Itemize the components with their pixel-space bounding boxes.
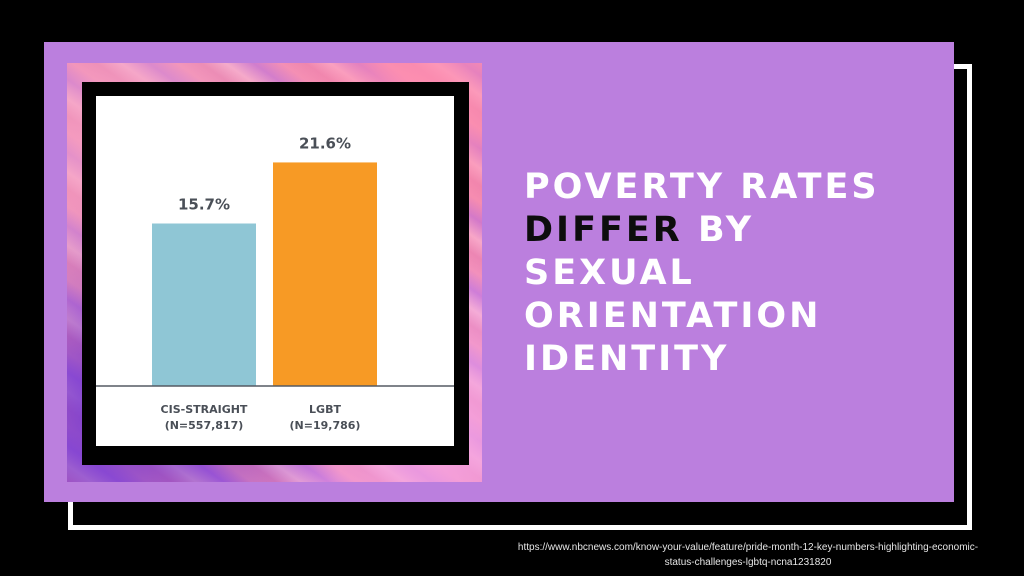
- category-label: LGBT: [309, 403, 341, 416]
- category-sample-size: (N=19,786): [290, 419, 361, 432]
- headline-line-5: IDENTITY: [524, 339, 730, 379]
- headline: POVERTY RATES DIFFER BY SEXUAL ORIENTATI…: [524, 166, 924, 381]
- bar-lgbt: [273, 162, 377, 386]
- headline-line-3: SEXUAL: [524, 253, 695, 293]
- value-label: 15.7%: [178, 196, 230, 214]
- value-label: 21.6%: [299, 134, 351, 152]
- headline-line-2-rest: BY: [682, 210, 755, 250]
- source-url-line-2: status-challenges-lgbtq-ncna1231820: [664, 557, 832, 568]
- headline-line-1: POVERTY RATES: [524, 167, 880, 207]
- source-url-line-1: https://www.nbcnews.com/know-your-value/…: [517, 542, 979, 553]
- category-label: CIS-STRAIGHT: [161, 403, 248, 416]
- bar-cis-straight: [152, 223, 256, 386]
- headline-line-4: ORIENTATION: [524, 296, 822, 336]
- category-sample-size: (N=557,817): [165, 419, 244, 432]
- headline-highlight-word: DIFFER: [524, 210, 683, 250]
- source-citation: https://www.nbcnews.com/know-your-value/…: [484, 540, 1012, 570]
